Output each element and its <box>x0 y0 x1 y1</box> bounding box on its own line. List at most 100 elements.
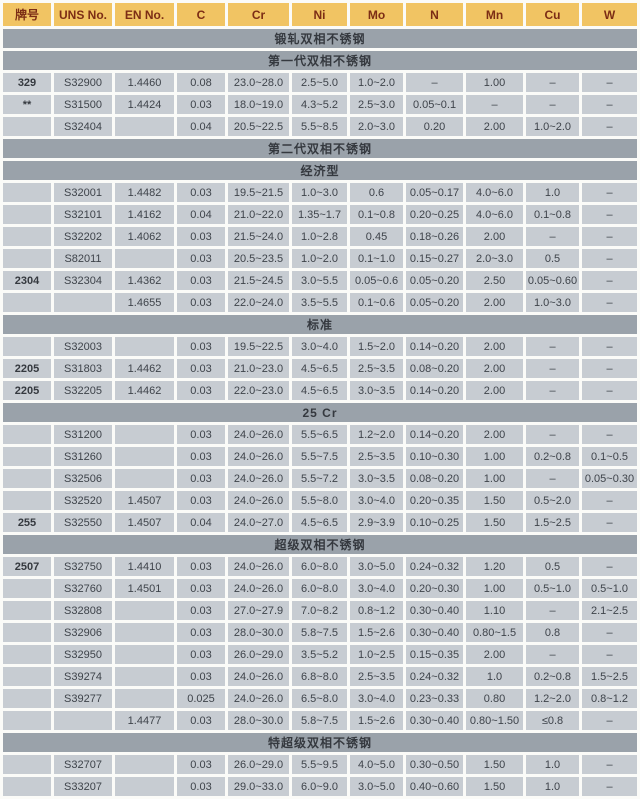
column-header-n: N <box>406 3 463 26</box>
cell-ni: 3.0~4.0 <box>292 337 347 356</box>
cell-c: 0.03 <box>177 447 225 466</box>
cell-ni: 5.5~6.5 <box>292 425 347 444</box>
cell-n: 0.14~0.20 <box>406 425 463 444</box>
cell-cu: – <box>526 381 579 400</box>
cell-n: 0.14~0.20 <box>406 337 463 356</box>
cell-grade <box>3 337 51 356</box>
cell-uns-no: S32101 <box>54 205 112 224</box>
cell-w: – <box>582 293 637 312</box>
cell-ni: 1.35~1.7 <box>292 205 347 224</box>
cell-uns-no: S31200 <box>54 425 112 444</box>
table-row: S82011 0.03 20.5~23.5 1.0~2.0 0.1~1.0 0.15~0.… <box>3 249 637 268</box>
cell-ni: 1.0~3.0 <box>292 183 347 202</box>
cell-mn: 0.80~1.50 <box>466 711 523 730</box>
cell-grade <box>3 425 51 444</box>
cell-cu: – <box>526 645 579 664</box>
cell-cr: 24.0~26.0 <box>228 491 289 510</box>
cell-n: 0.40~0.60 <box>406 777 463 796</box>
cell-mo: 3.0~4.0 <box>350 491 403 510</box>
cell-w: – <box>582 95 637 114</box>
cell-w: – <box>582 513 637 532</box>
cell-n: 0.20 <box>406 117 463 136</box>
cell-cu: – <box>526 359 579 378</box>
cell-mo: 0.05~0.6 <box>350 271 403 290</box>
table-row: S32101 1.4162 0.04 21.0~22.0 1.35~1.7 0.1~0.8… <box>3 205 637 224</box>
cell-w: – <box>582 425 637 444</box>
cell-c: 0.03 <box>177 711 225 730</box>
cell-ni: 5.8~7.5 <box>292 711 347 730</box>
cell-cr: 23.0~28.0 <box>228 73 289 92</box>
cell-uns-no: S32760 <box>54 579 112 598</box>
cell-mo: 3.0~4.0 <box>350 579 403 598</box>
cell-ni: 3.5~5.2 <box>292 645 347 664</box>
cell-mn: 1.00 <box>466 73 523 92</box>
cell-c: 0.03 <box>177 601 225 620</box>
section-row: 第一代双相不锈钢 <box>3 51 637 70</box>
cell-en-no <box>115 117 174 136</box>
cell-mn: 1.50 <box>466 491 523 510</box>
cell-en-no <box>115 667 174 686</box>
table-row: 1.4655 0.03 22.0~24.0 3.5~5.5 0.1~0.6 0.05~0.… <box>3 293 637 312</box>
cell-n: – <box>406 73 463 92</box>
section-title: 25 Cr <box>3 403 637 422</box>
cell-c: 0.03 <box>177 777 225 796</box>
cell-uns-no: S39277 <box>54 689 112 708</box>
table-row: S32003 0.03 19.5~22.5 3.0~4.0 1.5~2.0 0.14~0.… <box>3 337 637 356</box>
cell-cr: 24.0~26.0 <box>228 667 289 686</box>
cell-cu: 0.1~0.8 <box>526 205 579 224</box>
cell-cr: 21.0~23.0 <box>228 359 289 378</box>
cell-w: 0.8~1.2 <box>582 689 637 708</box>
column-header-uns-no: UNS No. <box>54 3 112 26</box>
cell-mn: – <box>466 95 523 114</box>
cell-mo: 2.0~3.0 <box>350 117 403 136</box>
cell-mo: 3.0~4.0 <box>350 689 403 708</box>
cell-ni: 5.8~7.5 <box>292 623 347 642</box>
table-body: 锻轧双相不锈钢 第一代双相不锈钢 329 S32900 1.4460 0.08 23.0~2… <box>3 29 637 796</box>
cell-n: 0.10~0.25 <box>406 513 463 532</box>
table-row: S39277 0.025 24.0~26.0 6.5~8.0 3.0~4.0 0.23~0… <box>3 689 637 708</box>
cell-grade <box>3 469 51 488</box>
cell-n: 0.15~0.35 <box>406 645 463 664</box>
table-row: 2205 S32205 1.4462 0.03 22.0~23.0 4.5~6.5 3.0~… <box>3 381 637 400</box>
cell-c: 0.03 <box>177 293 225 312</box>
cell-w: 1.5~2.5 <box>582 667 637 686</box>
cell-cr: 27.0~27.9 <box>228 601 289 620</box>
cell-en-no <box>115 755 174 774</box>
cell-uns-no: S32906 <box>54 623 112 642</box>
cell-cr: 29.0~33.0 <box>228 777 289 796</box>
cell-grade: 2507 <box>3 557 51 576</box>
cell-n: 0.23~0.33 <box>406 689 463 708</box>
cell-cr: 22.0~24.0 <box>228 293 289 312</box>
cell-w: – <box>582 73 637 92</box>
cell-ni: 6.0~8.0 <box>292 579 347 598</box>
cell-en-no <box>115 601 174 620</box>
section-title: 标准 <box>3 315 637 334</box>
cell-n: 0.30~0.40 <box>406 711 463 730</box>
cell-cr: 28.0~30.0 <box>228 711 289 730</box>
cell-mn: 1.20 <box>466 557 523 576</box>
column-header-cu: Cu <box>526 3 579 26</box>
cell-cr: 21.5~24.0 <box>228 227 289 246</box>
table-row: S32707 0.03 26.0~29.0 5.5~9.5 4.0~5.0 0.30~0.… <box>3 755 637 774</box>
cell-w: – <box>582 777 637 796</box>
cell-c: 0.03 <box>177 183 225 202</box>
cell-cu: 0.2~0.8 <box>526 667 579 686</box>
cell-grade: 2205 <box>3 381 51 400</box>
cell-mo: 0.1~0.6 <box>350 293 403 312</box>
cell-w: – <box>582 183 637 202</box>
cell-ni: 7.0~8.2 <box>292 601 347 620</box>
cell-mn: 2.0~3.0 <box>466 249 523 268</box>
cell-en-no: 1.4482 <box>115 183 174 202</box>
cell-uns-no: S32304 <box>54 271 112 290</box>
cell-n: 0.05~0.17 <box>406 183 463 202</box>
section-row: 经济型 <box>3 161 637 180</box>
cell-ni: 4.5~6.5 <box>292 359 347 378</box>
cell-mn: 4.0~6.0 <box>466 205 523 224</box>
column-header-ni: Ni <box>292 3 347 26</box>
cell-w: – <box>582 249 637 268</box>
cell-ni: 5.5~7.5 <box>292 447 347 466</box>
cell-grade <box>3 447 51 466</box>
cell-n: 0.30~0.50 <box>406 755 463 774</box>
cell-uns-no: S32707 <box>54 755 112 774</box>
section-title: 第二代双相不锈钢 <box>3 139 637 158</box>
